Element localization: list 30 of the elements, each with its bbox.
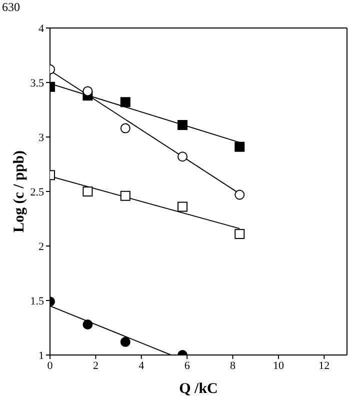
point	[234, 229, 245, 240]
y-tick-label: 1	[38, 350, 44, 362]
y-tick-label: 2.5	[30, 186, 44, 198]
x-tick-label: 12	[318, 360, 330, 372]
point	[120, 336, 130, 347]
y-tick-label: 3	[38, 132, 44, 144]
point	[82, 319, 93, 330]
point	[82, 186, 93, 196]
x-tick-label: 10	[272, 360, 284, 372]
point	[178, 120, 188, 130]
x-tick-label: 0	[47, 360, 54, 372]
point	[234, 190, 245, 200]
y-tick-label: 4	[38, 22, 44, 35]
x-axis-title: Q /kC	[179, 381, 218, 397]
point	[120, 97, 130, 108]
x-tick-label: 4	[138, 360, 145, 372]
y-tick-label: 1.5	[30, 295, 44, 308]
point	[178, 152, 188, 162]
y-axis-title: Log (c / ppb)	[11, 150, 28, 233]
point	[120, 123, 130, 134]
x-tick-label: 8	[230, 360, 236, 372]
point	[178, 202, 188, 212]
point	[82, 86, 93, 96]
x-tick-label: 6	[184, 360, 190, 372]
y-tick-label: 2	[38, 240, 44, 253]
point	[234, 142, 245, 152]
y-tick-label: 3.5	[30, 77, 44, 90]
point	[120, 190, 130, 201]
x-tick-label: 2	[92, 360, 98, 372]
text: 630	[2, 0, 20, 15]
